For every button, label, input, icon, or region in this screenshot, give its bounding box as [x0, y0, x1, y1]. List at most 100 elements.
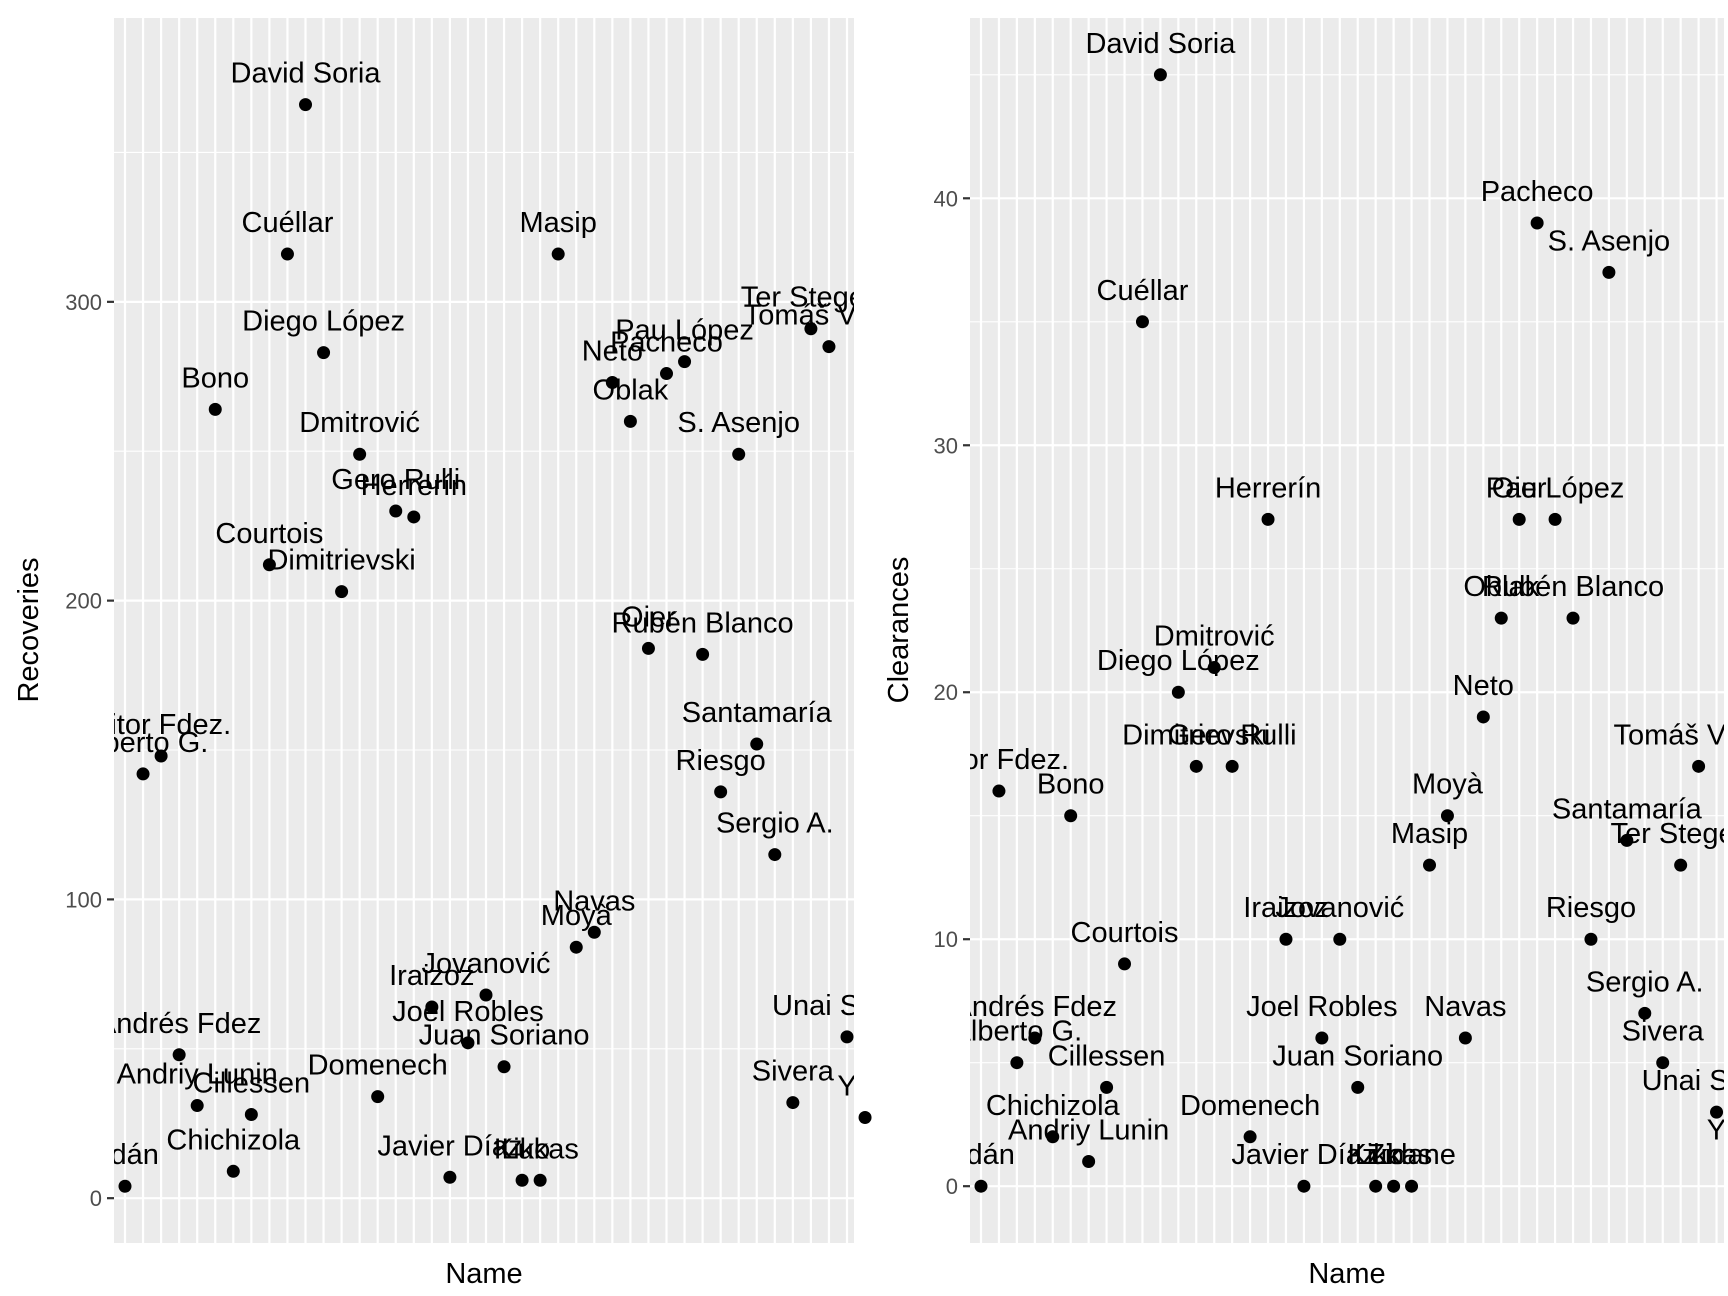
left-grid	[114, 18, 867, 1243]
data-point	[1189, 759, 1203, 773]
point-label: Domenech	[1180, 1090, 1320, 1122]
point-label: Tomáš Vaclík	[744, 300, 915, 332]
data-point	[1369, 1179, 1383, 1193]
data-point	[335, 585, 349, 599]
right-y-ticks: 0 10 20 30 40	[934, 186, 970, 1199]
data-point	[1351, 1080, 1365, 1094]
data-point	[389, 504, 403, 518]
point-label: Juan Soriano	[419, 1020, 590, 1052]
point-label: Navas	[1424, 991, 1506, 1023]
y-tick-label: 0	[946, 1174, 958, 1199]
data-point	[1171, 685, 1185, 699]
data-point	[1548, 512, 1562, 526]
data-point	[750, 737, 764, 751]
point-label: Kiko	[494, 1133, 550, 1165]
point-label: Alberto G.	[952, 1016, 1083, 1048]
point-label: Cuéllar	[242, 207, 334, 239]
y-tick-label: 20	[934, 680, 958, 705]
point-label: Bono	[181, 362, 249, 394]
y-tick-label: 0	[90, 1186, 102, 1211]
point-label: Dimitrievski	[1122, 719, 1270, 751]
data-point	[1064, 809, 1078, 823]
data-point	[1692, 759, 1706, 773]
point-label: Jovanović	[422, 948, 551, 980]
y-tick-label: 100	[65, 887, 102, 912]
right-y-axis-title: Clearances	[883, 557, 915, 704]
point-label: Courtois	[215, 518, 323, 550]
data-point	[714, 785, 728, 799]
point-label: Adán	[947, 1139, 1015, 1171]
left-point-labels: Adán Alberto G.Aitor Fdez. Andrés Fdez Andr…	[97, 58, 922, 1172]
right-points	[974, 68, 1728, 1193]
data-point	[172, 1048, 186, 1062]
point-label: Santamaría	[682, 697, 833, 729]
point-label: Chichizola	[986, 1090, 1121, 1122]
point-label: Unai Simón	[772, 990, 922, 1022]
data-point	[1602, 265, 1616, 279]
left-plot-background	[114, 18, 854, 1243]
point-label: Lukas	[501, 1133, 578, 1165]
right-grid	[970, 18, 1724, 1243]
point-label: David Soria	[231, 58, 382, 90]
data-point	[1423, 858, 1436, 872]
data-point	[1476, 710, 1490, 724]
point-label: Lukas	[1355, 1139, 1432, 1171]
point-label: S. Asenjo	[677, 407, 800, 439]
data-point	[1387, 1179, 1401, 1193]
data-point	[299, 98, 312, 112]
point-label: Herrerín	[361, 470, 467, 502]
y-tick-label: 30	[934, 433, 958, 458]
right-panel: 0 10 20 30 40 Adán Aitor Fdez. Alberto G.André…	[883, 18, 1728, 1290]
data-point	[1297, 1179, 1311, 1193]
point-label: Domenech	[308, 1050, 448, 1082]
data-point	[1135, 315, 1149, 329]
data-point	[1207, 661, 1221, 675]
data-point	[1710, 1105, 1724, 1119]
point-label: Cillessen	[193, 1068, 311, 1100]
point-label: Cillessen	[1048, 1040, 1166, 1072]
point-label: Moyà	[1412, 769, 1484, 801]
point-label: Courtois	[1071, 917, 1179, 949]
y-tick-label: 200	[65, 589, 102, 614]
point-label: Neto	[582, 336, 643, 368]
data-point	[1082, 1154, 1096, 1168]
data-point	[992, 784, 1006, 798]
right-point-labels: Adán Aitor Fdez. Alberto G.Andrés Fdez Chic…	[947, 28, 1724, 1171]
data-point	[569, 940, 583, 954]
data-point	[118, 1179, 132, 1193]
data-point	[587, 925, 601, 939]
y-tick-label: 300	[65, 290, 102, 315]
point-label: Oblak	[1463, 571, 1539, 603]
point-label: Riesgo	[1546, 892, 1636, 924]
right-x-axis-title: Name	[1308, 1258, 1385, 1290]
data-point	[1584, 932, 1598, 946]
point-label: Dmitrović	[299, 407, 420, 439]
data-point	[605, 376, 619, 390]
data-point	[1405, 1179, 1419, 1193]
data-point	[551, 247, 565, 261]
data-point	[1674, 858, 1688, 872]
data-point	[317, 346, 331, 360]
y-tick-label: 40	[934, 186, 958, 211]
data-point	[623, 414, 637, 428]
data-point	[1566, 611, 1580, 625]
point-label: Javier Díaz	[1231, 1139, 1376, 1171]
point-label: Ter Stegen	[741, 282, 881, 314]
data-point	[1118, 957, 1132, 971]
data-point	[1153, 68, 1167, 82]
data-point	[696, 647, 710, 661]
data-point	[353, 447, 367, 461]
left-panel: 0 100 200 300 Adán Alberto G.Aitor Fdez. Andr…	[13, 18, 922, 1290]
data-point	[660, 367, 673, 381]
point-label: Zidane	[1367, 1139, 1456, 1171]
data-point	[858, 1111, 872, 1125]
data-point	[678, 355, 692, 369]
data-point	[154, 749, 168, 763]
data-point	[136, 767, 150, 781]
point-label: Iraizoz	[389, 960, 474, 992]
data-point	[974, 1179, 988, 1193]
data-point	[786, 1096, 800, 1110]
point-label: Andrés Fdez	[97, 1008, 261, 1040]
data-point	[1100, 1080, 1114, 1094]
data-point	[804, 322, 818, 336]
